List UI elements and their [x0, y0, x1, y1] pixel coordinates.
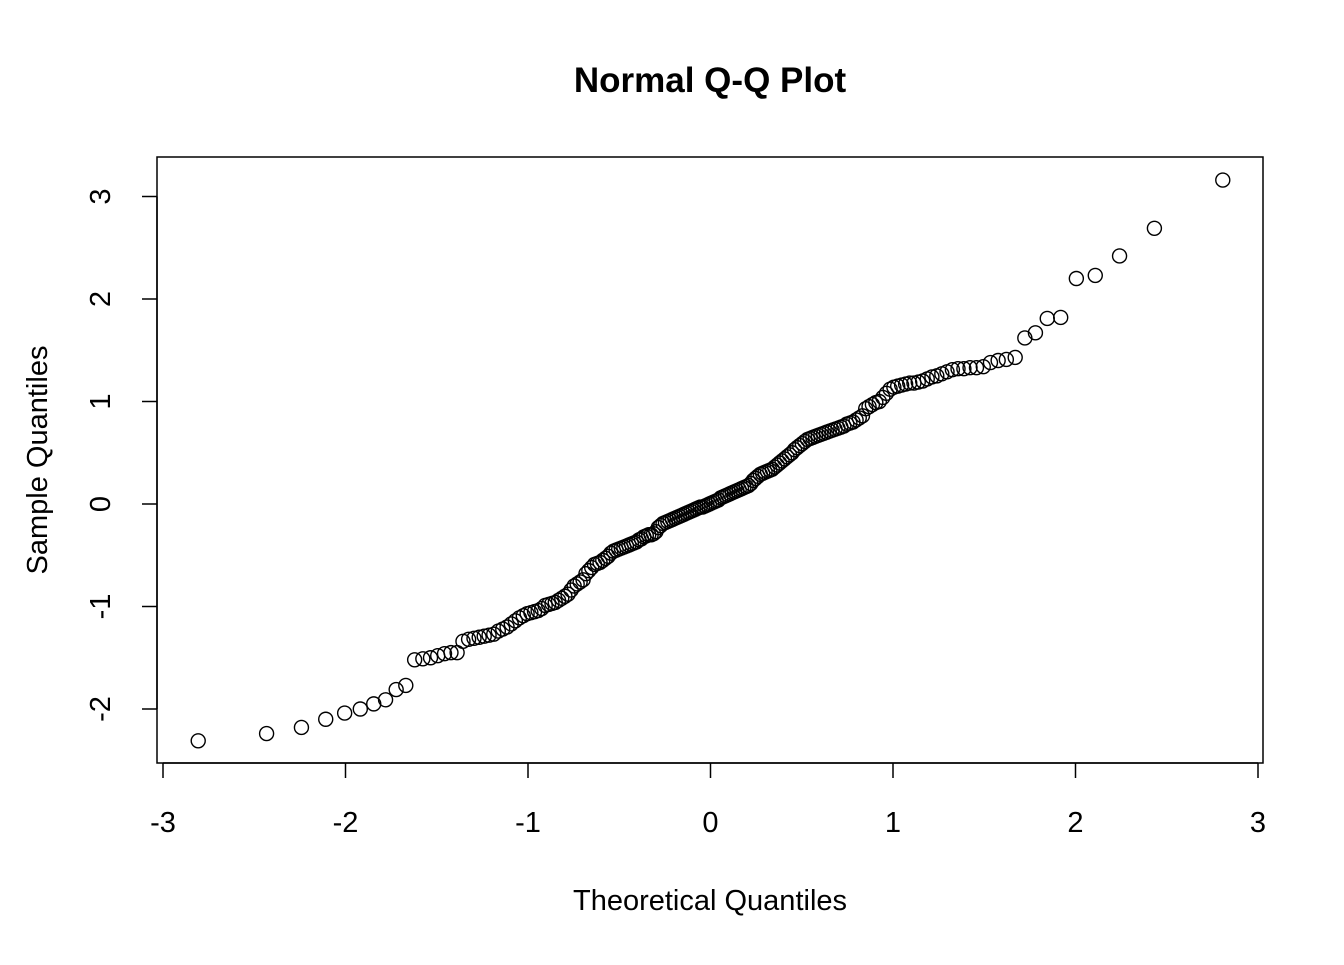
data-point: [1027, 325, 1044, 341]
data-point: [968, 359, 985, 376]
data-point: [560, 586, 576, 602]
data-point: [1007, 349, 1023, 366]
data-point: [258, 725, 275, 742]
data-point: [882, 381, 898, 397]
plot-frame: [156, 156, 1264, 764]
data-point: [460, 631, 477, 647]
data-point: [975, 358, 991, 375]
data-point: [406, 652, 423, 668]
data-point: [503, 616, 519, 632]
data-point: [982, 354, 999, 371]
x-tick-label: 1: [885, 807, 901, 839]
x-axis: -3 -2 -1 0 1 2 3: [150, 762, 1266, 839]
data-point: [499, 619, 515, 635]
data-point: [956, 361, 972, 377]
data-point: [352, 701, 369, 717]
x-tick-label: 2: [1067, 807, 1083, 839]
data-point: [388, 681, 404, 698]
data-point: [750, 468, 766, 485]
data-point: [1039, 310, 1055, 327]
y-tick-label: -1: [85, 594, 117, 620]
data-point: [583, 559, 600, 576]
data-point: [415, 651, 431, 667]
data-point: [578, 566, 594, 582]
data-point: [789, 439, 805, 456]
x-tick-label: 3: [1250, 807, 1266, 839]
data-point: [1087, 267, 1103, 284]
x-tick-label: -1: [515, 807, 541, 839]
data-point: [515, 608, 531, 624]
data-point: [998, 351, 1015, 368]
data-point: [1052, 309, 1069, 326]
data-point: [336, 705, 353, 721]
data-point: [950, 361, 966, 377]
data-point: [1146, 220, 1163, 236]
data-point: [1017, 330, 1033, 346]
y-tick-label: 3: [85, 188, 117, 204]
data-point: [1068, 270, 1085, 287]
data-point: [557, 588, 573, 604]
data-point: [471, 629, 487, 645]
data-point: [902, 375, 918, 391]
data-point: [293, 719, 310, 736]
y-tick-label: 1: [85, 393, 117, 409]
chart-title: Normal Q-Q Plot: [574, 61, 847, 100]
data-point: [443, 644, 459, 661]
data-point: [563, 582, 579, 598]
y-tick-label: -2: [85, 696, 117, 722]
data-point: [190, 733, 206, 749]
x-tick-label: -2: [333, 807, 359, 839]
data-point: [422, 650, 439, 666]
data-point: [398, 677, 414, 694]
y-axis: -2 -1 0 1 2 3: [85, 188, 158, 722]
data-point: [486, 626, 502, 642]
data-point: [572, 574, 588, 590]
data-point: [377, 692, 394, 708]
data-point: [792, 437, 808, 454]
data-point: [466, 630, 482, 646]
data-point: [318, 711, 334, 727]
y-axis-label: Sample Quantiles: [22, 346, 54, 575]
x-tick-label: 0: [702, 807, 718, 839]
data-point: [507, 613, 524, 629]
data-point: [990, 352, 1006, 369]
data-point: [1215, 172, 1231, 188]
data-point: [600, 548, 616, 564]
data-points: [190, 172, 1231, 749]
data-point: [864, 396, 881, 413]
x-axis-label: Theoretical Quantiles: [573, 885, 847, 917]
data-point: [786, 441, 803, 458]
data-point: [944, 362, 961, 378]
data-point: [1111, 248, 1128, 264]
data-point: [436, 645, 453, 662]
y-tick-label: 0: [85, 496, 117, 512]
x-tick-label: -3: [150, 807, 176, 839]
data-point: [592, 554, 608, 571]
y-tick-label: 2: [85, 291, 117, 307]
